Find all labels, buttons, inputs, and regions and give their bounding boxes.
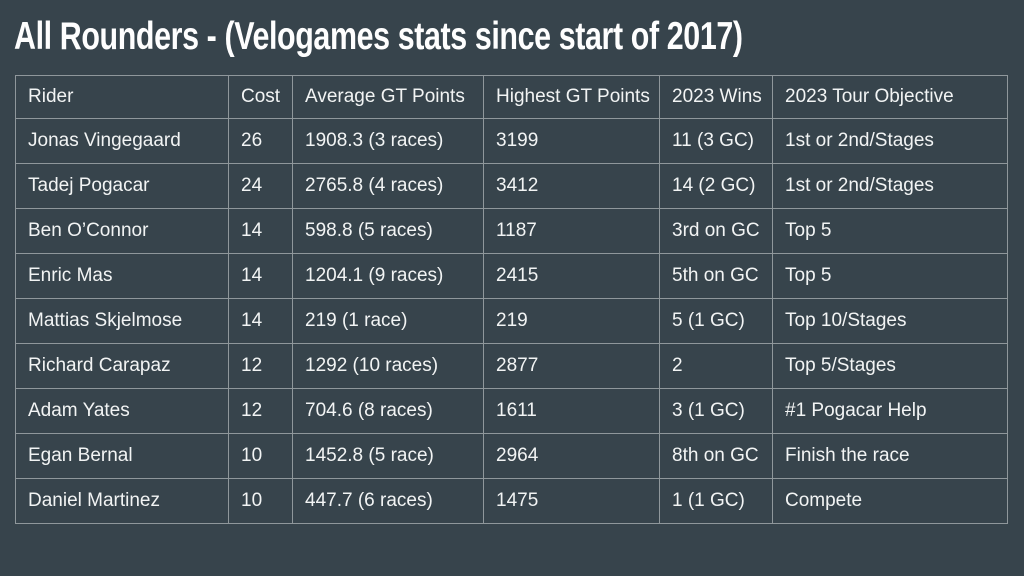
cell-rider: Adam Yates xyxy=(15,388,229,434)
cell-average-gt-points: 1908.3 (3 races) xyxy=(292,118,484,164)
cell-2023-tour-objective: Top 5 xyxy=(772,208,1008,254)
cell-cost: 26 xyxy=(228,118,293,164)
column-header-2023-tour-objective: 2023 Tour Objective xyxy=(772,75,1008,119)
cell-highest-gt-points: 1475 xyxy=(483,478,660,524)
cell-cost: 14 xyxy=(228,253,293,299)
cell-rider: Egan Bernal xyxy=(15,433,229,479)
cell-2023-wins: 1 (1 GC) xyxy=(659,478,773,524)
cell-2023-tour-objective: Top 5 xyxy=(772,253,1008,299)
column-header-2023-wins: 2023 Wins xyxy=(659,75,773,119)
table-row: Jonas Vingegaard 26 1908.3 (3 races) 319… xyxy=(15,118,1008,164)
column-header-highest-gt-points: Highest GT Points xyxy=(483,75,660,119)
cell-average-gt-points: 1204.1 (9 races) xyxy=(292,253,484,299)
column-header-rider: Rider xyxy=(15,75,229,119)
cell-average-gt-points: 598.8 (5 races) xyxy=(292,208,484,254)
cell-2023-tour-objective: Compete xyxy=(772,478,1008,524)
cell-cost: 10 xyxy=(228,433,293,479)
table-row: Ben O’Connor 14 598.8 (5 races) 1187 3rd… xyxy=(15,208,1008,254)
table-header-row: Rider Cost Average GT Points Highest GT … xyxy=(15,75,1008,119)
cell-2023-wins: 5 (1 GC) xyxy=(659,298,773,344)
cell-2023-wins: 5th on GC xyxy=(659,253,773,299)
cell-highest-gt-points: 219 xyxy=(483,298,660,344)
table-row: Egan Bernal 10 1452.8 (5 race) 2964 8th … xyxy=(15,433,1008,479)
cell-2023-wins: 2 xyxy=(659,343,773,389)
table-row: Enric Mas 14 1204.1 (9 races) 2415 5th o… xyxy=(15,253,1008,299)
cell-highest-gt-points: 3199 xyxy=(483,118,660,164)
cell-rider: Tadej Pogacar xyxy=(15,163,229,209)
cell-rider: Jonas Vingegaard xyxy=(15,118,229,164)
table-row: Tadej Pogacar 24 2765.8 (4 races) 3412 1… xyxy=(15,163,1008,209)
cell-cost: 24 xyxy=(228,163,293,209)
cell-2023-tour-objective: 1st or 2nd/Stages xyxy=(772,118,1008,164)
table-row: Daniel Martinez 10 447.7 (6 races) 1475 … xyxy=(15,478,1008,524)
cell-2023-tour-objective: #1 Pogacar Help xyxy=(772,388,1008,434)
cell-2023-wins: 11 (3 GC) xyxy=(659,118,773,164)
cell-2023-tour-objective: 1st or 2nd/Stages xyxy=(772,163,1008,209)
cell-average-gt-points: 447.7 (6 races) xyxy=(292,478,484,524)
cell-cost: 12 xyxy=(228,388,293,434)
cell-2023-wins: 3rd on GC xyxy=(659,208,773,254)
cell-rider: Enric Mas xyxy=(15,253,229,299)
cell-2023-tour-objective: Top 10/Stages xyxy=(772,298,1008,344)
cell-rider: Daniel Martinez xyxy=(15,478,229,524)
cell-cost: 12 xyxy=(228,343,293,389)
table-row: Richard Carapaz 12 1292 (10 races) 2877 … xyxy=(15,343,1008,389)
cell-cost: 14 xyxy=(228,298,293,344)
cell-2023-wins: 8th on GC xyxy=(659,433,773,479)
cell-2023-tour-objective: Finish the race xyxy=(772,433,1008,479)
cell-2023-tour-objective: Top 5/Stages xyxy=(772,343,1008,389)
cell-cost: 14 xyxy=(228,208,293,254)
column-header-cost: Cost xyxy=(228,75,293,119)
cell-rider: Mattias Skjelmose xyxy=(15,298,229,344)
cell-rider: Ben O’Connor xyxy=(15,208,229,254)
page-title: All Rounders - (Velogames stats since st… xyxy=(14,11,948,63)
page-title-text: All Rounders - (Velogames stats since st… xyxy=(14,15,743,58)
cell-cost: 10 xyxy=(228,478,293,524)
cell-highest-gt-points: 2964 xyxy=(483,433,660,479)
cell-average-gt-points: 1292 (10 races) xyxy=(292,343,484,389)
cell-2023-wins: 3 (1 GC) xyxy=(659,388,773,434)
cell-highest-gt-points: 1187 xyxy=(483,208,660,254)
cell-average-gt-points: 704.6 (8 races) xyxy=(292,388,484,434)
cell-highest-gt-points: 1611 xyxy=(483,388,660,434)
cell-highest-gt-points: 3412 xyxy=(483,163,660,209)
rider-stats-table: Rider Cost Average GT Points Highest GT … xyxy=(15,75,1008,524)
cell-average-gt-points: 1452.8 (5 race) xyxy=(292,433,484,479)
cell-average-gt-points: 2765.8 (4 races) xyxy=(292,163,484,209)
cell-highest-gt-points: 2877 xyxy=(483,343,660,389)
cell-2023-wins: 14 (2 GC) xyxy=(659,163,773,209)
column-header-average-gt-points: Average GT Points xyxy=(292,75,484,119)
table-row: Adam Yates 12 704.6 (8 races) 1611 3 (1 … xyxy=(15,388,1008,434)
cell-rider: Richard Carapaz xyxy=(15,343,229,389)
table-row: Mattias Skjelmose 14 219 (1 race) 219 5 … xyxy=(15,298,1008,344)
cell-highest-gt-points: 2415 xyxy=(483,253,660,299)
cell-average-gt-points: 219 (1 race) xyxy=(292,298,484,344)
